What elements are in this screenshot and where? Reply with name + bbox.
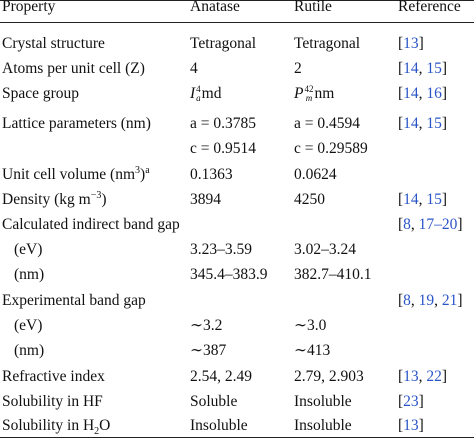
anatase-cell: 2.54, 2.49 (190, 368, 252, 385)
property-cell: (eV) (14, 317, 43, 334)
table-row: c = 0.9514 c = 0.29589 (0, 137, 474, 161)
reference-link[interactable]: 14 (403, 191, 419, 208)
reference-cell: [14, 15] (398, 191, 448, 208)
rutile-cell: 3.02–3.24 (294, 241, 356, 258)
reference-link[interactable]: 15 (426, 115, 442, 132)
anatase-cell: ∼3.2 (190, 317, 223, 334)
table-row: (nm) ∼387 ∼413 (0, 339, 474, 363)
property-cell: (eV) (14, 241, 43, 258)
anatase-cell: ∼387 (190, 342, 227, 359)
property-cell: Space group (2, 85, 80, 102)
table-row: Calculated indirect band gap [8, 17–20] (0, 213, 474, 237)
reference-link[interactable]: 15 (426, 60, 442, 77)
reference-link[interactable]: 16 (426, 85, 442, 102)
header-row: Property Anatase Rutile Reference (0, 0, 474, 19)
rutile-cell: P 42 m nm (294, 84, 335, 104)
table-row: (eV) ∼3.2 ∼3.0 (0, 314, 474, 338)
property-cell: Refractive index (2, 368, 105, 385)
rutile-cell: Tetragonal (294, 35, 361, 52)
reference-link[interactable]: 14 (403, 115, 419, 132)
rutile-cell: 0.0624 (294, 166, 337, 183)
reference-cell: [13, 22] (398, 368, 448, 385)
property-cell: Lattice parameters (nm) (2, 115, 151, 132)
reference-cell: [13] (398, 35, 424, 52)
header-rule (0, 22, 474, 23)
property-cell: Experimental band gap (2, 292, 146, 309)
reference-cell: [8, 19, 21] (398, 292, 463, 309)
header-rutile: Rutile (294, 0, 332, 15)
property-cell: Crystal structure (2, 35, 105, 52)
reference-cell: [14, 15] (398, 60, 448, 77)
property-cell: Atoms per unit cell (Z) (2, 60, 145, 77)
anatase-cell: 3894 (190, 191, 221, 208)
anatase-cell: Tetragonal (190, 35, 257, 52)
table-row: Experimental band gap [8, 19, 21] (0, 289, 474, 313)
footnote-marker: a (145, 164, 150, 176)
reference-link[interactable]: 15 (426, 191, 442, 208)
anatase-cell: 4 (190, 60, 198, 77)
reference-cell: [8, 17–20] (398, 216, 463, 233)
property-cell: Solubility in HF (2, 393, 103, 410)
reference-cell: [14, 16] (398, 85, 448, 102)
header-anatase: Anatase (190, 0, 240, 15)
header-property: Property (2, 0, 56, 15)
reference-cell: [14, 15] (398, 115, 448, 132)
anatase-cell: I 4 a md (190, 84, 222, 104)
reference-link[interactable]: 8 (403, 292, 411, 309)
anatase-cell: 345.4–383.9 (190, 266, 268, 283)
reference-cell: [13] (398, 417, 424, 434)
rutile-cell: ∼413 (294, 342, 331, 359)
property-cell: Calculated indirect band gap (2, 216, 180, 233)
anatase-cell: Soluble (190, 393, 238, 410)
reference-link[interactable]: 8 (403, 216, 411, 233)
rutile-cell: 2 (294, 60, 302, 77)
reference-link[interactable]: 23 (403, 393, 419, 410)
anatase-cell: 0.1363 (190, 166, 233, 183)
anatase-cell: a = 0.3785 (190, 115, 256, 132)
table-row: (nm) 345.4–383.9 382.7–410.1 (0, 263, 474, 287)
reference-cell: [23] (398, 393, 424, 410)
reference-link[interactable]: 22 (426, 368, 442, 385)
top-rule (0, 0, 474, 1)
property-cell: Density (kg m−3) (2, 189, 107, 208)
rutile-cell: ∼3.0 (294, 317, 327, 334)
table-row: Crystal structure Tetragonal Tetragonal … (0, 32, 474, 56)
rutile-cell: 2.79, 2.903 (294, 368, 364, 385)
rutile-cell: a = 0.4594 (294, 115, 360, 132)
reference-link[interactable]: 14 (403, 60, 419, 77)
property-cell: (nm) (14, 342, 45, 359)
table-row: Refractive index 2.54, 2.49 2.79, 2.903 … (0, 365, 474, 389)
reference-link[interactable]: 13 (403, 368, 419, 385)
table-row: Atoms per unit cell (Z) 4 2 [14, 15] (0, 57, 474, 81)
table-row: Solubility in H2O Insoluble Insoluble [1… (0, 414, 474, 438)
table-row: (eV) 3.23–3.59 3.02–3.24 (0, 238, 474, 262)
reference-link[interactable]: 13 (403, 35, 419, 52)
anatase-cell: c = 0.9514 (190, 140, 256, 157)
table-row: Unit cell volume (nm3)a 0.1363 0.0624 (0, 163, 474, 187)
reference-link[interactable]: 14 (403, 85, 419, 102)
anatase-cell: 3.23–3.59 (190, 241, 252, 258)
header-reference: Reference (398, 0, 461, 15)
rutile-cell: c = 0.29589 (294, 140, 368, 157)
anatase-cell: Insoluble (190, 417, 248, 434)
property-cell: Unit cell volume (nm3)a (2, 164, 150, 183)
table-row: Lattice parameters (nm) a = 0.3785 a = 0… (0, 112, 474, 136)
table-row: Space group I 4 a md P 42 m nm [14, 16] (0, 82, 474, 106)
rutile-cell: 382.7–410.1 (294, 266, 372, 283)
table-row: Solubility in HF Soluble Insoluble [23] (0, 390, 474, 414)
rutile-cell: 4250 (294, 191, 325, 208)
reference-link[interactable]: 19 (418, 292, 435, 309)
reference-link[interactable]: 17–20 (418, 216, 458, 233)
property-cell: Solubility in H2O (2, 417, 111, 438)
reference-link[interactable]: 13 (403, 417, 419, 434)
table-row: Density (kg m−3) 3894 4250 [14, 15] (0, 188, 474, 212)
rutile-cell: Insoluble (294, 417, 352, 434)
property-cell: (nm) (14, 266, 45, 283)
rutile-cell: Insoluble (294, 393, 352, 410)
reference-link[interactable]: 21 (441, 292, 458, 309)
